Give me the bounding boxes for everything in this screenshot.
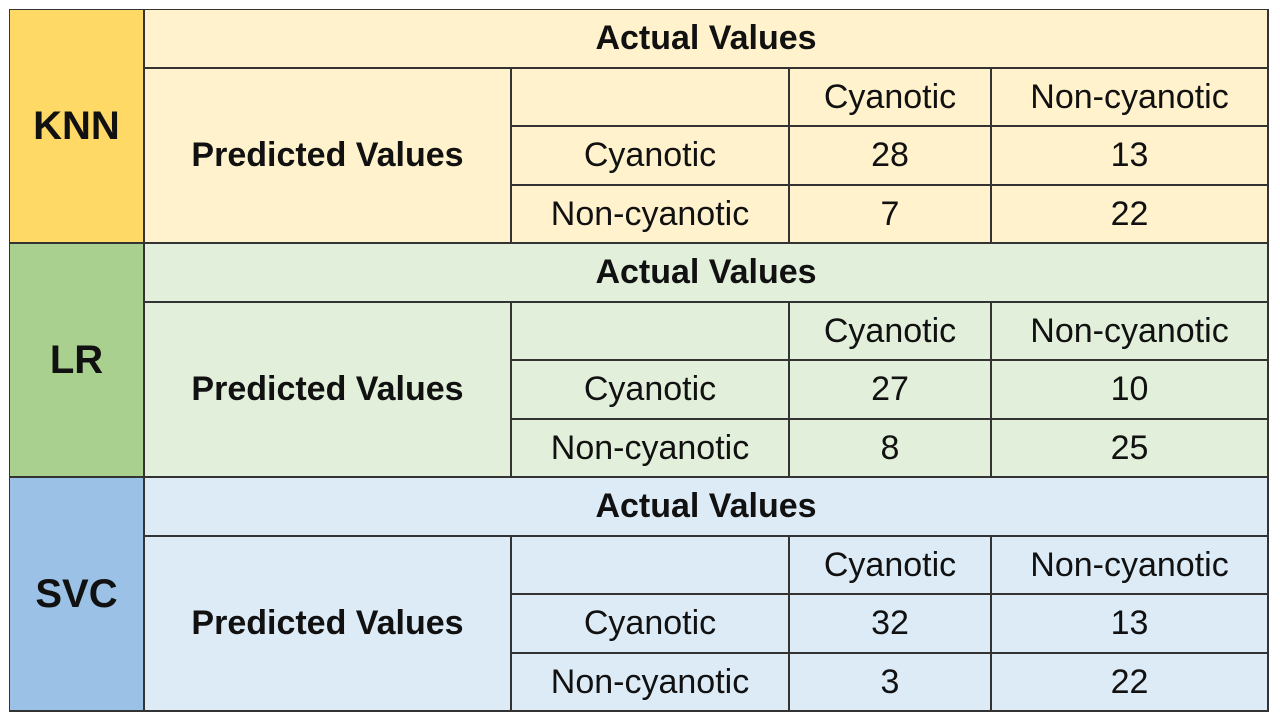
column-header: Non-cyanotic [992,537,1269,595]
row-header: Non-cyanotic [512,186,790,244]
row-header: Non-cyanotic [512,420,790,478]
actual-values-header: Actual Values [145,244,1269,303]
count-cell: 22 [992,654,1269,712]
row-header: Cyanotic [512,595,790,654]
column-header: Cyanotic [790,303,992,361]
empty-corner [512,303,790,361]
actual-values-header: Actual Values [145,10,1269,69]
column-header: Cyanotic [790,537,992,595]
model-name: SVC [10,478,145,712]
column-header: Cyanotic [790,69,992,127]
count-cell: 13 [992,127,1269,186]
row-header: Cyanotic [512,361,790,420]
count-cell: 10 [992,361,1269,420]
count-cell: 28 [790,127,992,186]
predicted-values-header: Predicted Values [145,69,512,244]
count-cell: 27 [790,361,992,420]
column-header: Non-cyanotic [992,69,1269,127]
actual-values-header: Actual Values [145,478,1269,537]
model-name: LR [10,244,145,478]
count-cell: 3 [790,654,992,712]
count-cell: 13 [992,595,1269,654]
count-cell: 22 [992,186,1269,244]
predicted-values-header: Predicted Values [145,537,512,712]
row-header: Non-cyanotic [512,654,790,712]
column-header: Non-cyanotic [992,303,1269,361]
model-name: KNN [10,10,145,244]
count-cell: 7 [790,186,992,244]
predicted-values-header: Predicted Values [145,303,512,478]
count-cell: 32 [790,595,992,654]
count-cell: 25 [992,420,1269,478]
empty-corner [512,69,790,127]
empty-corner [512,537,790,595]
count-cell: 8 [790,420,992,478]
row-header: Cyanotic [512,127,790,186]
